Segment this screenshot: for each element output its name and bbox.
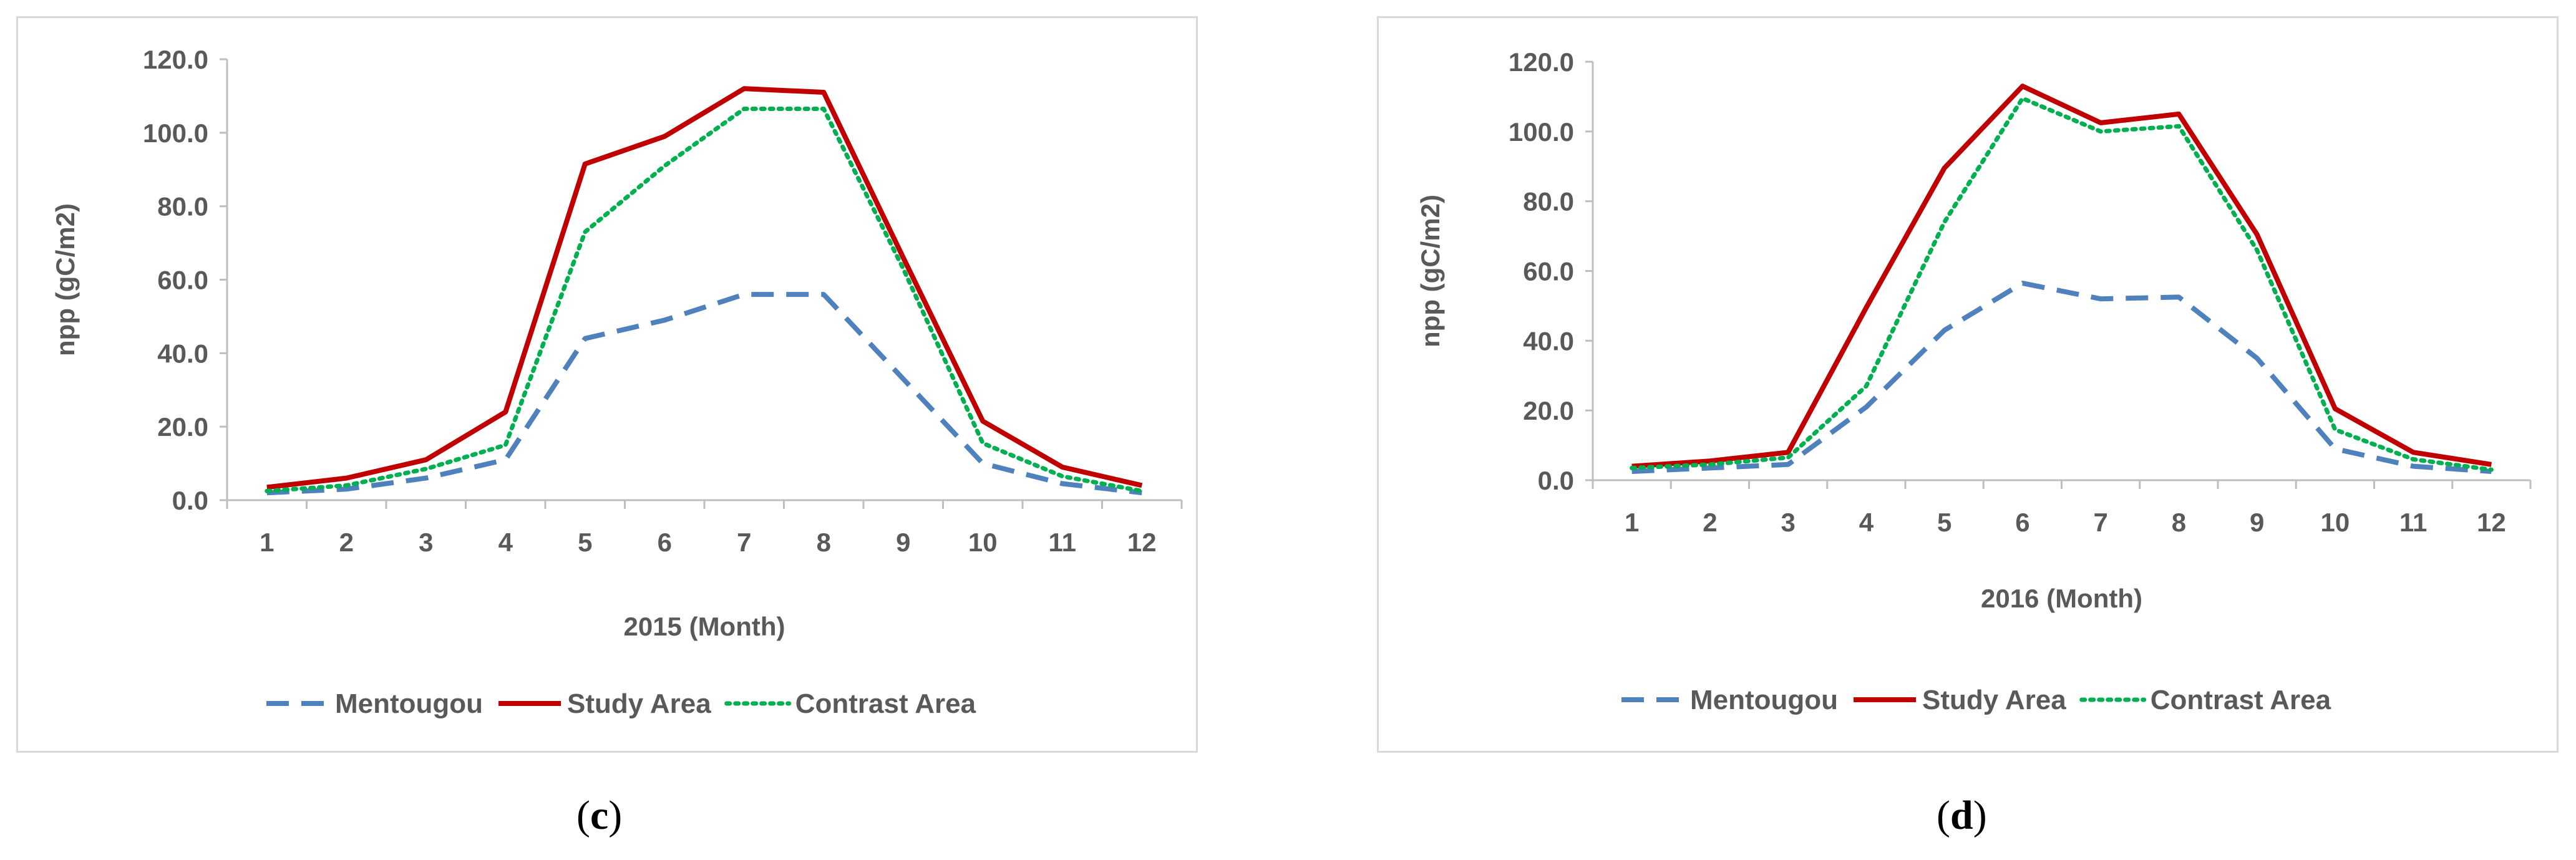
panel-label-c: c (590, 793, 609, 838)
y-tick-label: 100.0 (143, 118, 208, 148)
x-tick-label: 3 (419, 528, 433, 557)
x-tick-label: 8 (817, 528, 831, 557)
y-tick-label: 20.0 (157, 412, 208, 442)
x-axis-title: 2015 (Month) (623, 612, 785, 641)
x-tick-label: 7 (2093, 508, 2107, 537)
series-line-study-area (1631, 84, 2492, 469)
x-tick-label: 6 (658, 528, 672, 557)
y-tick-label: 20.0 (1523, 396, 1574, 425)
x-tick-label: 4 (498, 528, 513, 557)
x-tick-label: 9 (2250, 508, 2264, 537)
x-tick-label: 12 (2477, 508, 2506, 537)
x-tick-label: 10 (2321, 508, 2350, 537)
x-axis-title: 2016 (Month) (1981, 584, 2142, 613)
x-tick-label: 11 (1049, 528, 1076, 557)
series-line-mentougou (266, 292, 1142, 496)
x-tick-label: 9 (896, 528, 910, 557)
x-tick-label: 5 (1937, 508, 1951, 537)
x-tick-label: 7 (737, 528, 751, 557)
y-tick-label: 60.0 (157, 266, 208, 295)
y-tick-label: 120.0 (1509, 47, 1574, 77)
series-line-contrast-area (265, 107, 1144, 493)
series-line-study-area (266, 86, 1143, 490)
legend-label-contrast-area: Contrast Area (2151, 685, 2331, 715)
y-tick-label: 60.0 (1523, 257, 1574, 286)
y-tick-label: 40.0 (1523, 326, 1574, 355)
panel-label-d: d (1950, 793, 1973, 838)
series-line-contrast-area (1630, 96, 2494, 472)
y-tick-label: 80.0 (1523, 187, 1574, 216)
series-line-mentougou (1631, 281, 2492, 474)
x-tick-label: 2 (339, 528, 354, 557)
x-tick-label: 1 (1625, 508, 1639, 537)
chart-panel-d: 0.0 20.0 40.0 60.0 80.0 100.0 120.0 1 2 3 4 5 6 7 8 9 10… (1377, 16, 2559, 753)
legend-label-study-area: Study Area (567, 688, 711, 719)
y-tick-label: 120.0 (143, 45, 208, 74)
x-tick-label: 5 (578, 528, 592, 557)
x-tick-label: 12 (1127, 528, 1157, 557)
legend-label-mentougou: Mentougou (335, 688, 483, 719)
x-tick-label: 4 (1859, 508, 1874, 537)
x-tick-label: 3 (1781, 508, 1795, 537)
chart-panel-c: 0.0 20.0 40.0 60.0 80.0 100.0 120.0 1 2 3 4 5 6 7 8 9 10… (16, 16, 1198, 753)
x-tick-label: 1 (260, 528, 274, 557)
legend-label-study-area: Study Area (1922, 685, 2066, 715)
x-tick-label: 10 (968, 528, 998, 557)
legend-label-contrast-area: Contrast Area (795, 688, 976, 719)
y-axis-title: npp (gC/m2) (1416, 195, 1445, 347)
x-tick-label: 11 (2399, 508, 2427, 537)
panel-caption-d: (d) (1937, 793, 1987, 838)
y-tick-label: 0.0 (172, 486, 208, 515)
x-tick-label: 6 (2015, 508, 2029, 537)
y-tick-label: 80.0 (157, 192, 208, 221)
x-tick-label: 2 (1703, 508, 1717, 537)
panel-caption-c: (c) (576, 793, 623, 838)
y-tick-label: 40.0 (157, 339, 208, 368)
y-tick-label: 100.0 (1509, 117, 1574, 147)
legend-label-mentougou: Mentougou (1690, 685, 1838, 715)
x-tick-label: 8 (2172, 508, 2186, 537)
y-tick-label: 0.0 (1538, 466, 1574, 495)
y-axis-title: npp (gC/m2) (51, 203, 80, 356)
